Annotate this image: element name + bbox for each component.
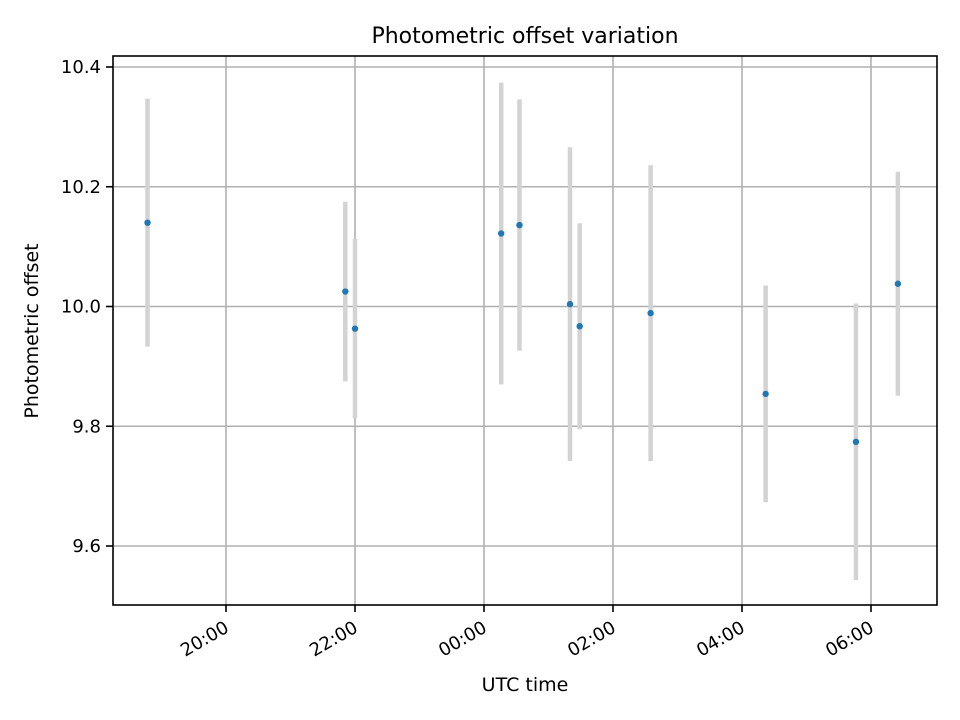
data-point [852,438,860,446]
data-point [576,323,583,330]
axis-ticks: 20:00 22:00 00:00 02:00 04:00 06:00 9.6 9.8 10.0… [61,57,878,661]
x-tick-label: 06:00 [822,617,877,661]
x-tick-label: 20:00 [177,617,232,661]
grid-lines [113,56,937,605]
chart-title: Photometric offset variation [371,24,678,49]
y-tick-label: 9.6 [72,536,101,557]
data-point [498,230,505,237]
data-point [762,390,769,398]
y-axis-label: Photometric offset [21,243,43,418]
error-bars [145,82,901,581]
data-point [647,309,654,317]
x-tick-label: 04:00 [693,617,748,661]
y-tick-label: 9.8 [72,416,101,437]
data-point [144,219,151,226]
y-tick-label: 10.2 [61,177,101,198]
plot-frame [112,55,938,606]
x-axis-label: UTC time [482,674,569,696]
data-point [342,288,349,295]
x-tick-label: 22:00 [306,617,361,661]
data-point [351,325,359,332]
data-point [894,280,902,287]
x-tick-label: 02:00 [564,617,619,661]
data-point [566,300,574,308]
data-points [144,219,902,446]
y-tick-label: 10.4 [61,57,101,78]
y-tick-label: 10.0 [61,297,101,318]
data-point [516,221,523,229]
x-tick-label: 00:00 [435,617,490,661]
